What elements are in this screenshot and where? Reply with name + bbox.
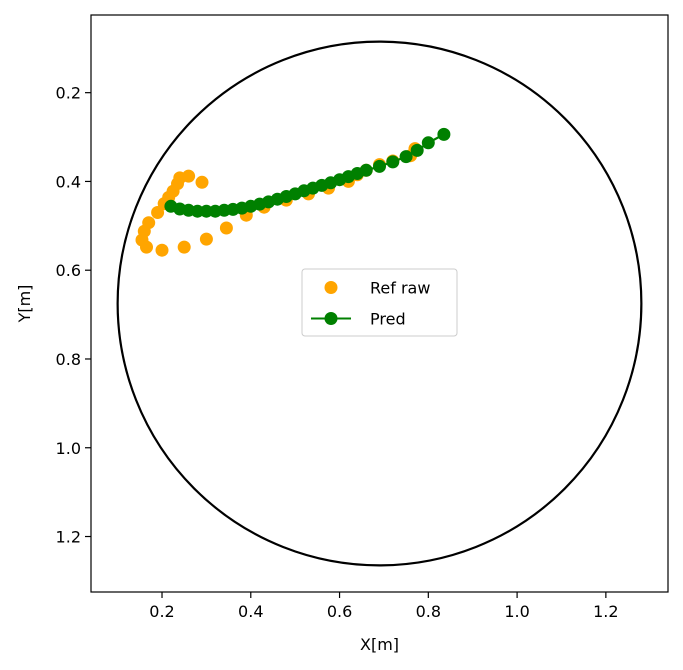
- data-point: [410, 143, 424, 157]
- legend-label-pred: Pred: [370, 310, 406, 329]
- data-point: [437, 127, 451, 141]
- x-tick-label: 1.2: [593, 602, 618, 621]
- data-point: [151, 206, 165, 219]
- y-tick-label: 0.8: [56, 350, 81, 369]
- data-point: [219, 221, 233, 235]
- data-point: [182, 169, 196, 183]
- data-point: [373, 159, 386, 173]
- data-point: [191, 204, 204, 218]
- y-tick-label: 0.6: [56, 261, 81, 280]
- y-axis-label: Y[m]: [15, 285, 34, 324]
- y-tick-label: 1.2: [56, 528, 81, 547]
- legend-item-pred: Pred: [311, 310, 406, 329]
- legend: Ref raw Pred: [301, 268, 458, 337]
- data-point: [142, 216, 156, 230]
- legend-marker-ref-raw: [324, 281, 338, 294]
- x-tick-label: 1.0: [504, 602, 529, 621]
- legend-item-ref-raw: Ref raw: [324, 279, 430, 298]
- plot-area: [116, 40, 643, 567]
- data-point: [359, 163, 373, 177]
- y-tick-label: 0.4: [56, 172, 81, 191]
- x-axis: 0.2 0.4 0.6 0.8 1.0 1.2: [149, 592, 619, 621]
- series-pred: [164, 127, 451, 218]
- x-tick-label: 0.6: [327, 602, 352, 621]
- data-point: [155, 243, 169, 257]
- data-point: [421, 136, 435, 150]
- legend-label-ref-raw: Ref raw: [370, 279, 430, 298]
- plot-frame: [90, 14, 669, 593]
- y-tick-label: 1.0: [56, 439, 81, 458]
- x-tick-label: 0.8: [416, 602, 441, 621]
- data-point: [199, 204, 213, 218]
- data-point: [199, 232, 213, 246]
- x-axis-label: X[m]: [360, 635, 399, 654]
- y-axis: 0.2 0.4 0.6 0.8 1.0 1.2: [56, 84, 91, 547]
- x-tick-label: 0.2: [149, 602, 174, 621]
- x-tick-label: 0.4: [238, 602, 263, 621]
- data-point: [177, 240, 191, 254]
- data-point: [195, 175, 209, 189]
- data-point: [399, 150, 413, 164]
- boundary-circle: [116, 40, 643, 567]
- y-tick-label: 0.2: [56, 84, 81, 103]
- data-point: [386, 155, 400, 169]
- legend-marker-pred: [324, 312, 338, 325]
